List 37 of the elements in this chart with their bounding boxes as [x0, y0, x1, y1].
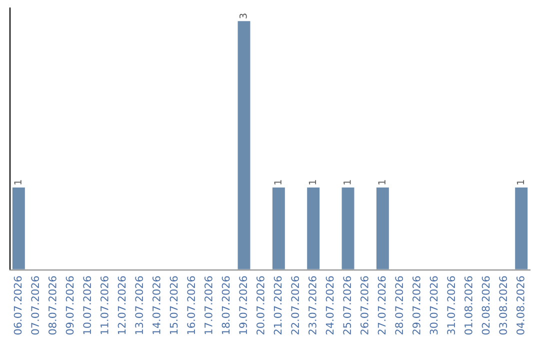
- x-tick-label: 27.07.2026: [378, 276, 386, 334]
- x-tick-label: 19.07.2026: [239, 276, 248, 334]
- x-tick-label: 04.08.2026: [516, 276, 524, 335]
- data-label: 1: [14, 180, 22, 184]
- data-label: 1: [308, 180, 316, 184]
- x-tick-label: 10.07.2026: [83, 276, 92, 334]
- x-tick-label: 20.07.2026: [256, 276, 264, 334]
- data-label: 3: [239, 14, 247, 18]
- x-tick-label: 22.07.2026: [291, 276, 300, 334]
- x-tick-label: 07.07.2026: [31, 276, 40, 335]
- x-tick-label: 03.08.2026: [499, 276, 508, 335]
- x-tick-label: 12.07.2026: [118, 276, 126, 334]
- x-tick-label: 11.07.2026: [100, 276, 108, 334]
- x-tick-label: 06.07.2026: [14, 276, 22, 335]
- x-tick-label: 25.07.2026: [343, 276, 352, 334]
- x-tick-label: 31.07.2026: [447, 276, 456, 334]
- data-label: 1: [378, 180, 386, 184]
- x-tick-label: 15.07.2026: [170, 276, 178, 334]
- x-tick-label: 01.08.2026: [464, 276, 472, 335]
- x-tick-label: 09.07.2026: [66, 276, 74, 335]
- x-tick-label: 08.07.2026: [48, 276, 56, 335]
- data-label: 1: [516, 180, 524, 184]
- x-tick-label: 23.07.2026: [308, 276, 316, 334]
- x-tick-label: 29.07.2026: [412, 276, 420, 334]
- x-tick-label: 30.07.2026: [430, 276, 438, 334]
- x-tick-label: 02.08.2026: [482, 276, 490, 335]
- x-tick-label: 17.07.2026: [204, 276, 212, 334]
- data-label: 1: [274, 180, 282, 184]
- x-tick-label: 16.07.2026: [187, 276, 196, 334]
- data-label: 1: [344, 180, 351, 184]
- x-tick-label: 26.07.2026: [360, 276, 368, 334]
- x-tick-label: 14.07.2026: [152, 276, 160, 334]
- x-tick-label: 21.07.2026: [274, 276, 282, 334]
- x-tick-label: 24.07.2026: [326, 276, 334, 334]
- x-tick-label: 28.07.2026: [395, 276, 404, 334]
- x-tick-label: 18.07.2026: [222, 276, 230, 334]
- x-tick-label: 13.07.2026: [135, 276, 144, 334]
